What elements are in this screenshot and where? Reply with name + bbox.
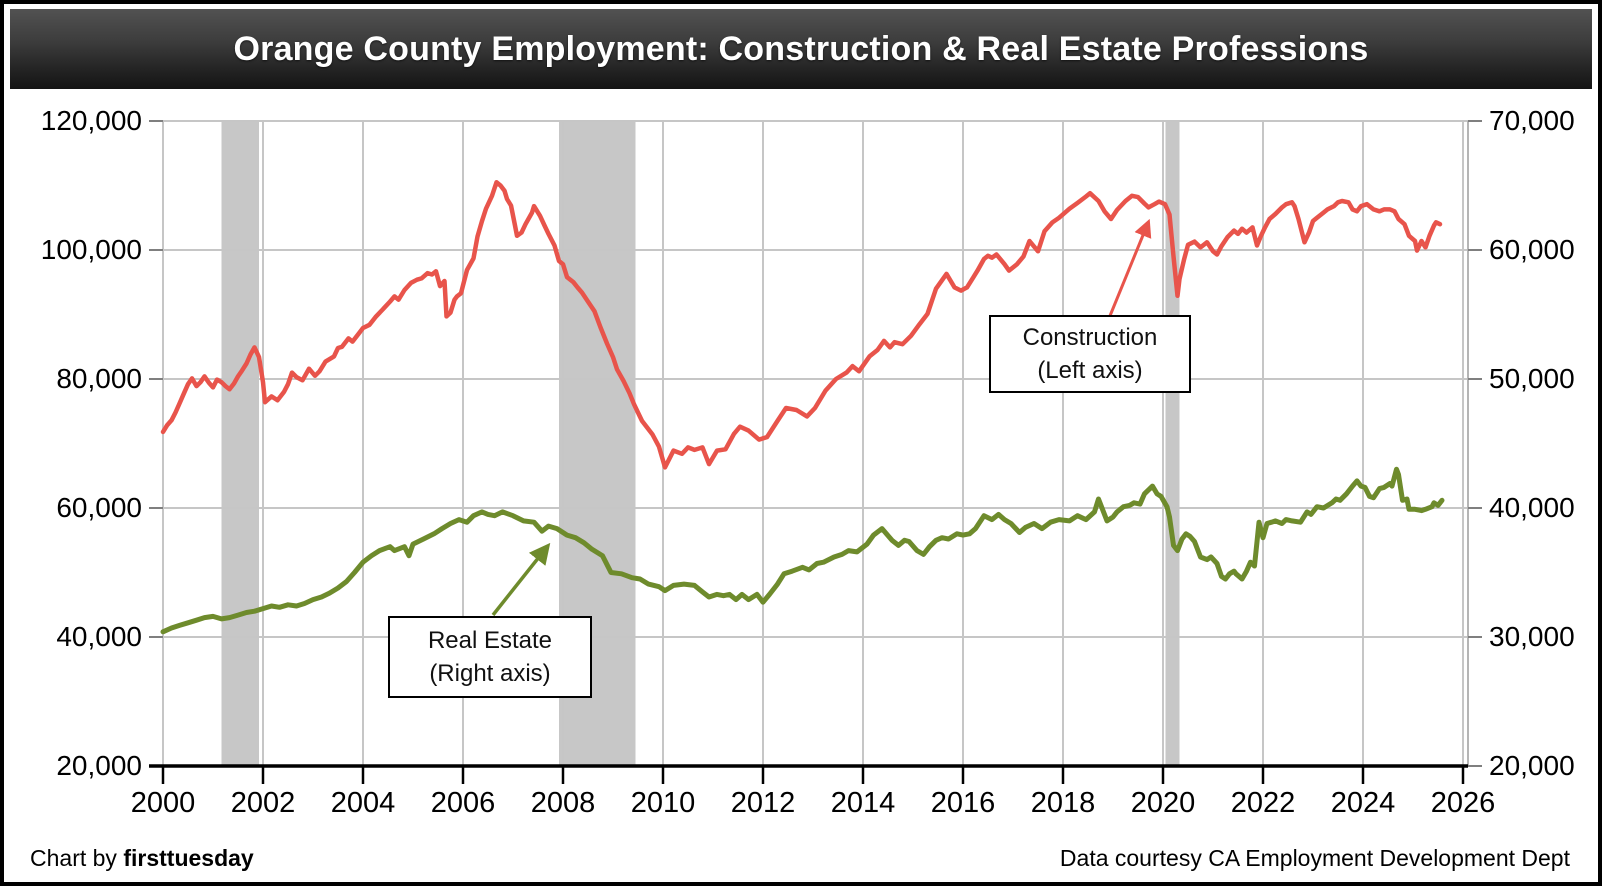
employment-chart: 120,000 100,000 80,000 60,000 40,000 20,000 70… <box>41 105 1575 819</box>
construction-line <box>160 180 1443 470</box>
left-axis-tick-label: 100,000 <box>41 234 142 265</box>
construction-annotation-line2: (Left axis) <box>1037 357 1143 384</box>
x-axis-tick-label: 2000 <box>131 787 196 819</box>
real-estate-annotation-box: Real Estate (Right axis) <box>388 616 592 698</box>
x-axis-tick-label: 2022 <box>1231 787 1296 819</box>
x-axis-tick-label: 2004 <box>331 787 396 819</box>
real-estate-annotation-arrow <box>491 542 551 617</box>
credit-prefix: Chart by <box>30 845 124 871</box>
page-title: Orange County Employment: Construction &… <box>233 29 1369 68</box>
chart-credit: Chart by firsttuesday <box>30 845 254 872</box>
x-axis-tick-label: 2010 <box>631 787 696 819</box>
x-axis-tick-label: 2024 <box>1331 787 1396 819</box>
x-axis-tick-label: 2016 <box>931 787 996 819</box>
left-axis-tick-label: 80,000 <box>56 363 142 394</box>
left-axis-tick-label: 120,000 <box>41 105 142 136</box>
x-axis-tick-label: 2012 <box>731 787 796 819</box>
recession-band <box>221 121 259 766</box>
left-axis-tick-label: 20,000 <box>56 750 142 781</box>
right-axis-tick-label: 50,000 <box>1489 363 1575 394</box>
data-source-credit: Data courtesy CA Employment Development … <box>1059 845 1570 871</box>
right-axis-tick-label: 30,000 <box>1489 621 1575 652</box>
right-axis-tick-label: 20,000 <box>1489 750 1575 781</box>
x-axis-tick-label: 2008 <box>531 787 596 819</box>
right-axis-tick-label: 40,000 <box>1489 492 1575 523</box>
credit-brand: firsttuesday <box>123 845 254 871</box>
real-estate-annotation-line2: (Right axis) <box>429 660 551 687</box>
right-axis-tick-label: 70,000 <box>1489 105 1575 136</box>
x-axis-tick-label: 2020 <box>1131 787 1196 819</box>
construction-annotation-line1: Construction <box>1022 324 1158 351</box>
right-axis-tick-label: 60,000 <box>1489 234 1575 265</box>
x-axis-tick-label: 2018 <box>1031 787 1096 819</box>
x-axis-tick-label: 2002 <box>231 787 296 819</box>
real-estate-annotation-line1: Real Estate <box>427 627 553 654</box>
chart-title-bar: Orange County Employment: Construction &… <box>10 9 1592 89</box>
x-axis-tick-label: 2026 <box>1431 787 1496 819</box>
x-axis-tick-label: 2014 <box>831 787 896 819</box>
construction-annotation-box: Construction (Left axis) <box>989 315 1191 393</box>
x-axis-tick-label: 2006 <box>431 787 496 819</box>
left-axis-tick-label: 60,000 <box>56 492 142 523</box>
real-estate-line <box>160 466 1445 635</box>
left-axis-tick-label: 40,000 <box>56 621 142 652</box>
